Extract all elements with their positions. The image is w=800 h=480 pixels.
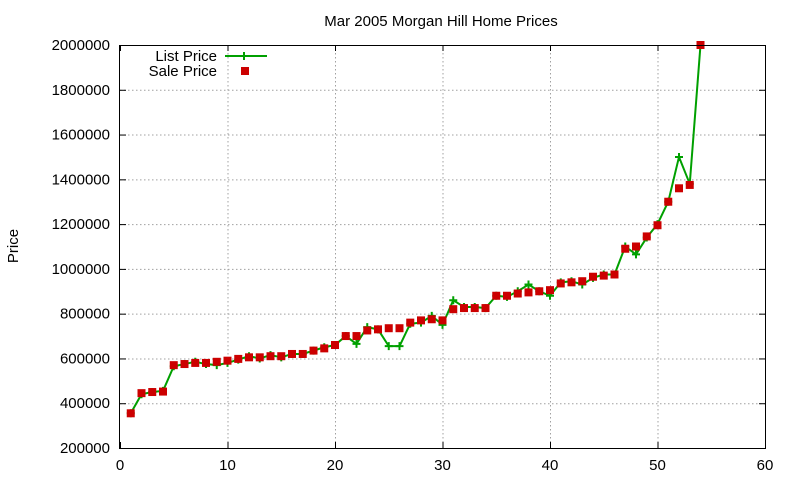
sale-price-point bbox=[395, 324, 404, 333]
sale-price-point bbox=[481, 304, 490, 313]
list-price-point bbox=[524, 280, 533, 289]
y-tick-labels: 200000 400000 600000 800000 1000000 1200000 14… bbox=[52, 37, 110, 457]
sale-price-point bbox=[298, 349, 307, 358]
sale-price-point bbox=[642, 232, 651, 241]
y-tick-label: 1600000 bbox=[52, 127, 110, 144]
y-tick-label: 400000 bbox=[60, 395, 110, 412]
sale-price-point bbox=[567, 278, 576, 287]
sale-price-point bbox=[191, 358, 200, 367]
sale-price-point bbox=[589, 272, 597, 281]
legend-plus-icon bbox=[240, 52, 248, 60]
sale-price-point bbox=[653, 221, 662, 230]
sale-price-point bbox=[137, 389, 146, 398]
legend-square-icon bbox=[241, 67, 249, 75]
x-tick-label: 0 bbox=[116, 457, 124, 474]
sale-price-point bbox=[277, 352, 286, 361]
list-price-point bbox=[384, 342, 393, 351]
sale-price-point bbox=[675, 184, 683, 193]
sale-price-point bbox=[245, 353, 253, 362]
plot-frame bbox=[119, 45, 766, 449]
x-tick-label: 30 bbox=[434, 457, 451, 474]
sale-price-point bbox=[363, 326, 372, 335]
sale-price-point bbox=[621, 244, 630, 253]
y-tick-label: 800000 bbox=[60, 306, 110, 323]
x-tick-label: 10 bbox=[219, 457, 236, 474]
sale-price-point bbox=[266, 352, 275, 361]
chart-title: Mar 2005 Morgan Hill Home Prices bbox=[324, 13, 557, 30]
sale-price-point bbox=[449, 305, 458, 314]
sale-price-point bbox=[320, 344, 329, 353]
sale-price-point bbox=[374, 325, 382, 334]
sale-price-point bbox=[180, 360, 189, 369]
sale-price-point bbox=[352, 332, 361, 341]
sale-price-point bbox=[535, 287, 544, 296]
grid-lines bbox=[120, 45, 765, 448]
sale-price-point bbox=[223, 356, 232, 365]
sale-price-point bbox=[610, 270, 619, 279]
sale-price-point bbox=[288, 349, 296, 358]
sale-price-point bbox=[460, 304, 468, 313]
sale-price-point bbox=[599, 271, 608, 280]
sale-price-point bbox=[492, 291, 501, 300]
sale-price-point bbox=[427, 315, 436, 324]
y-tick-label: 600000 bbox=[60, 350, 110, 367]
sale-price-point bbox=[309, 346, 318, 355]
sale-price-point bbox=[632, 242, 640, 251]
sale-price-point bbox=[664, 197, 673, 206]
x-tick-label: 20 bbox=[327, 457, 344, 474]
legend-label-list-price: List Price bbox=[155, 48, 217, 65]
x-tick-labels: 0 10 20 30 40 50 60 bbox=[116, 457, 774, 474]
sale-price-point bbox=[513, 289, 522, 298]
sale-price-point bbox=[438, 316, 447, 325]
sale-price-point bbox=[685, 180, 694, 189]
sale-price-point bbox=[546, 286, 554, 295]
y-tick-label: 2000000 bbox=[52, 37, 110, 54]
sale-price-point bbox=[578, 277, 587, 286]
list-price-point bbox=[395, 342, 404, 351]
sale-price-point bbox=[255, 353, 264, 362]
list-price-point bbox=[632, 250, 640, 259]
y-tick-label: 1200000 bbox=[52, 216, 110, 233]
x-tick-label: 40 bbox=[542, 457, 559, 474]
legend-label-sale-price: Sale Price bbox=[149, 63, 217, 80]
sale-price-point bbox=[384, 324, 393, 333]
sale-price-point bbox=[341, 332, 350, 341]
x-tick-label: 60 bbox=[757, 457, 774, 474]
sale-price-point bbox=[169, 361, 178, 370]
list-price-point bbox=[352, 339, 361, 348]
sale-price-point bbox=[417, 316, 425, 325]
list-price-point bbox=[675, 152, 683, 161]
sale-price-point bbox=[234, 354, 243, 363]
y-tick-label: 1400000 bbox=[52, 171, 110, 188]
sale-price-point bbox=[126, 409, 135, 418]
sale-price-point bbox=[331, 341, 339, 350]
sale-price-point bbox=[159, 387, 167, 396]
list-price-point bbox=[449, 296, 458, 305]
y-tick-label: 1800000 bbox=[52, 82, 110, 99]
y-tick-label: 200000 bbox=[60, 440, 110, 457]
y-axis-label: Price bbox=[5, 229, 22, 263]
sale-price-point bbox=[202, 358, 210, 367]
series-sale-price bbox=[126, 41, 705, 418]
legend: List Price Sale Price bbox=[149, 48, 267, 80]
sale-price-point bbox=[148, 388, 157, 397]
x-tick-label: 50 bbox=[649, 457, 666, 474]
sale-price-point bbox=[212, 357, 221, 366]
sale-price-point bbox=[503, 291, 511, 300]
y-tick-label: 1000000 bbox=[52, 261, 110, 278]
sale-price-point bbox=[470, 304, 479, 313]
sale-price-point bbox=[406, 318, 415, 327]
sale-price-point bbox=[524, 288, 533, 297]
sale-price-point bbox=[556, 279, 565, 288]
